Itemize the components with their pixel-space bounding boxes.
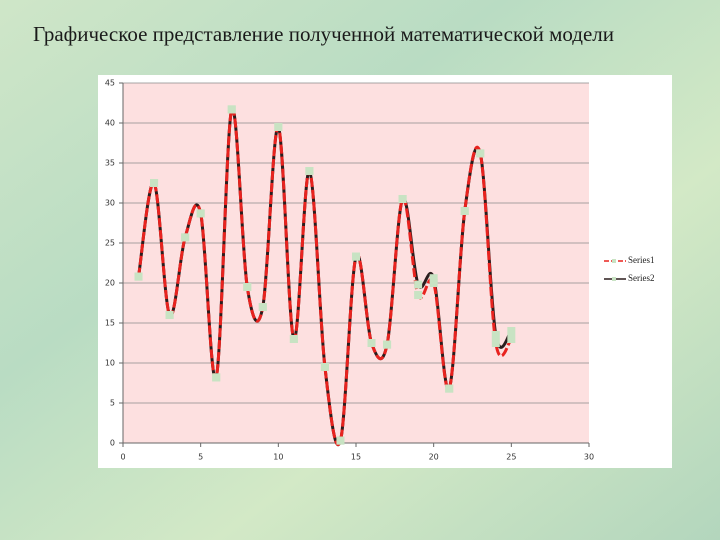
- y-tick-label: 10: [105, 359, 115, 368]
- legend-marker: [612, 277, 616, 281]
- data-marker: [181, 233, 190, 242]
- data-marker: [243, 283, 252, 291]
- data-marker: [491, 331, 500, 339]
- y-tick-label: 40: [105, 119, 115, 128]
- data-marker: [320, 363, 329, 371]
- x-tick-label: 10: [273, 453, 283, 462]
- data-marker: [429, 279, 438, 287]
- data-marker: [258, 303, 267, 311]
- data-marker: [289, 335, 298, 343]
- y-tick-label: 5: [110, 399, 115, 408]
- legend-label: Series2: [628, 273, 655, 283]
- data-marker: [305, 167, 314, 175]
- data-marker: [336, 436, 345, 445]
- y-tick-label: 30: [105, 199, 115, 208]
- data-marker: [460, 207, 469, 215]
- legend-label: Series1: [628, 255, 655, 265]
- data-marker: [352, 252, 360, 261]
- y-tick-label: 45: [105, 79, 115, 88]
- data-marker: [227, 105, 236, 114]
- data-marker: [429, 274, 438, 283]
- data-marker: [165, 311, 174, 319]
- y-tick-label: 35: [105, 159, 115, 168]
- data-marker: [398, 195, 407, 203]
- data-marker: [445, 384, 454, 393]
- data-marker: [383, 340, 392, 349]
- data-marker: [491, 339, 500, 347]
- data-marker: [150, 179, 159, 187]
- data-marker: [134, 272, 143, 281]
- y-tick-label: 25: [105, 239, 115, 248]
- data-marker: [507, 335, 516, 343]
- data-marker: [414, 291, 423, 299]
- x-tick-label: 15: [351, 453, 361, 462]
- y-tick-label: 20: [105, 279, 115, 288]
- chart: 0 5 10 15 20 25 30 35 40 45 0 5 10 15 20 25 30 Series1 Ser…: [105, 79, 655, 462]
- slide-title: Графическое представление полученной мат…: [33, 22, 614, 46]
- y-tick-label: 0: [110, 439, 115, 448]
- data-marker: [476, 149, 485, 158]
- series-line: [137, 107, 513, 447]
- x-tick-label: 5: [198, 453, 203, 462]
- data-marker: [212, 373, 221, 382]
- data-marker: [414, 280, 423, 289]
- data-marker: [367, 339, 376, 347]
- x-tick-label: 25: [506, 453, 516, 462]
- x-tick-label: 20: [429, 453, 439, 462]
- legend-marker: [612, 259, 616, 263]
- data-marker: [274, 123, 283, 131]
- x-tick-label: 30: [584, 453, 594, 462]
- y-tick-label: 15: [105, 319, 115, 328]
- data-marker: [196, 209, 205, 218]
- x-tick-label: 0: [120, 453, 125, 462]
- data-marker: [507, 327, 516, 335]
